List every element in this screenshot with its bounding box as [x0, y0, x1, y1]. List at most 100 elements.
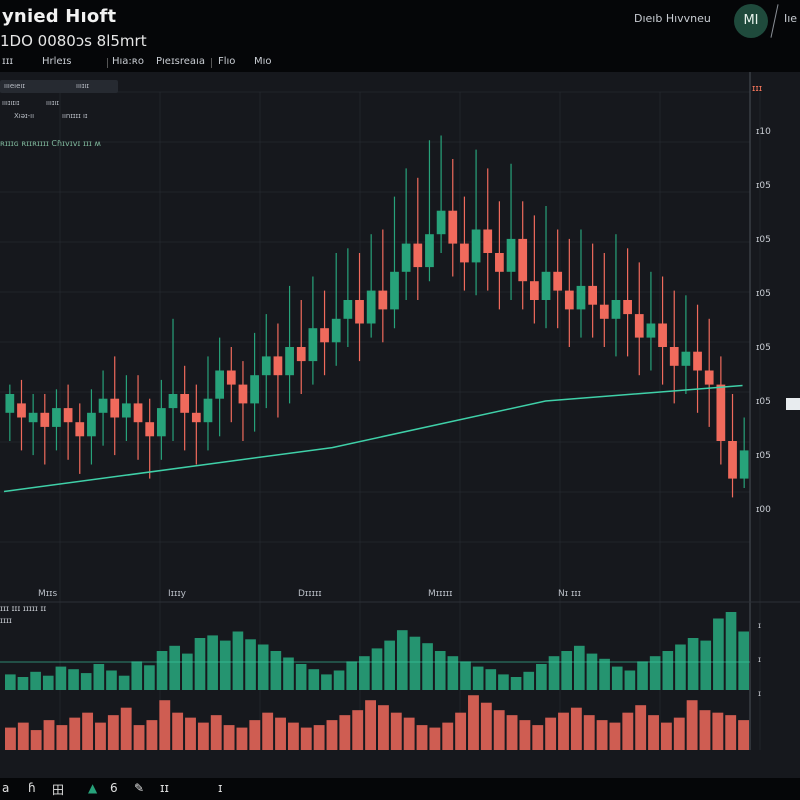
- volume-bar-down: [326, 720, 338, 750]
- tool-shape-icon[interactable]: ▲: [88, 781, 98, 795]
- trendline: [3, 384, 743, 493]
- volume-bar-down: [172, 712, 184, 750]
- volume-bar-up: [257, 644, 269, 690]
- volume-bar-up: [523, 671, 535, 690]
- candle-up: [285, 347, 294, 376]
- avatar[interactable]: MI: [734, 4, 768, 38]
- y-tick-label: ɪ05: [756, 289, 771, 299]
- candlestick-chart[interactable]: ɪ10 ɪ05 ɪ05 ɪ05 ɪ05 ɪ05 ɪ05 ɪ00 Mɪɪs Iɪɪɪy Dɪɪɪɪɪ M…: [0, 72, 800, 778]
- candle-up: [425, 234, 434, 268]
- volume-bar-up: [283, 657, 294, 690]
- candle-down: [180, 394, 190, 413]
- candle-up: [28, 412, 38, 423]
- tool-marker-icon[interactable]: ɪ: [218, 781, 223, 795]
- volume-bar-up: [106, 670, 117, 690]
- volume-bar-up: [548, 656, 560, 690]
- menu-right[interactable]: Iıe: [784, 12, 798, 25]
- top-bar: ynied Hıoft 1DO 0080ɔs 8l5mrt Dıeıb Hıvv…: [0, 0, 800, 72]
- candle-up: [646, 323, 656, 338]
- volume-bar-up: [93, 664, 105, 690]
- candle-up: [436, 210, 446, 235]
- candle-down: [413, 243, 423, 268]
- volume-bar-down: [339, 715, 351, 750]
- volume-bar-down: [570, 707, 582, 750]
- volume-bar-down: [519, 720, 531, 750]
- candle-down: [669, 347, 679, 366]
- volume-bar-up: [68, 669, 79, 690]
- candle-up: [401, 243, 411, 272]
- tab-5[interactable]: Flıo: [218, 56, 236, 67]
- volume-bar-up: [687, 638, 699, 690]
- volume-bar-down: [82, 712, 94, 750]
- volume-bar-up: [245, 639, 256, 690]
- ticker-line: 1DO 0080ɔs 8l5mrt: [0, 32, 147, 50]
- candle-up: [343, 300, 353, 319]
- volume-bar-down: [699, 710, 711, 750]
- volume-bar-down: [532, 725, 544, 750]
- candle-down: [529, 281, 539, 300]
- candle-up: [331, 318, 341, 343]
- candle-down: [588, 285, 598, 305]
- tab-2[interactable]: Hrleɪs: [42, 56, 72, 67]
- candle-up: [681, 351, 691, 366]
- volume-bar-up: [55, 666, 67, 690]
- volume-bar-up: [194, 638, 206, 690]
- volume-bar-up: [611, 666, 623, 690]
- legend-row3b: ıınɪɪɪɪ ıɪ: [62, 112, 88, 120]
- volume-bar-up: [725, 612, 737, 690]
- candle-up: [366, 290, 376, 324]
- candle-down: [495, 253, 504, 272]
- tab-6[interactable]: Mıo: [254, 56, 272, 67]
- volume-bar-up: [396, 630, 408, 690]
- legend-box[interactable]: [0, 80, 118, 93]
- volume-bar-down: [56, 725, 68, 750]
- volume-bar-down: [107, 715, 119, 750]
- candle-down: [320, 328, 329, 343]
- tool-grid-icon[interactable]: 田: [52, 783, 65, 797]
- volume-bar-up: [207, 635, 218, 690]
- volume-bar-down: [365, 700, 376, 750]
- candle-down: [716, 384, 726, 441]
- tool-text-icon[interactable]: 6: [110, 781, 118, 795]
- candle-up: [390, 271, 399, 310]
- candle-up: [203, 398, 213, 423]
- volume-bar-up: [118, 675, 130, 690]
- tab-3[interactable]: Hıa:ʀo: [112, 56, 144, 67]
- x-tick-label: Dɪɪɪɪɪ: [298, 589, 322, 599]
- divider: [770, 4, 779, 38]
- user-label[interactable]: Dıeıb Hıvvneu: [634, 12, 711, 25]
- volume-label: ɪɪɪ ɪɪɪ ɪɪɪɪɪ ɪɪ: [0, 604, 47, 613]
- x-tick-label: Nɪ ɪɪɪ: [558, 589, 581, 599]
- volume-bar-up: [713, 618, 724, 690]
- candle-down: [623, 300, 632, 315]
- tab-1[interactable]: ɪɪɪ: [2, 56, 14, 67]
- tab-divider: [211, 58, 212, 68]
- tool-measure-icon[interactable]: ɪɪ: [160, 781, 169, 795]
- volume-bar-down: [622, 712, 634, 750]
- volume-bar-down: [506, 715, 518, 750]
- volume-bar-up: [498, 674, 509, 690]
- tool-pencil-icon[interactable]: ✎: [134, 781, 145, 795]
- volume-bar-down: [5, 727, 16, 750]
- volume-bar-up: [662, 651, 674, 690]
- tab-4[interactable]: Pıeɪsreaıa: [156, 56, 205, 67]
- volume-bar-up: [637, 661, 648, 690]
- tool-crosshair-icon[interactable]: ɦ: [28, 781, 36, 795]
- volume-bar-up: [295, 664, 307, 690]
- candle-down: [599, 304, 609, 319]
- tool-cursor-icon[interactable]: a: [2, 781, 10, 795]
- candle-up: [261, 356, 271, 376]
- volume-tick-label: ɪ: [758, 655, 761, 664]
- x-tick-label: Mɪɪɪɪɪ: [428, 589, 453, 599]
- candle-down: [110, 398, 120, 418]
- volume-bar-down: [480, 702, 492, 750]
- last-price-marker: [786, 398, 800, 410]
- volume-bar-up: [270, 651, 282, 690]
- volume-tick-label: ɪ: [758, 621, 761, 630]
- candle-down: [17, 403, 26, 418]
- volume-bar-down: [313, 725, 325, 750]
- volume-bar-up: [384, 640, 395, 690]
- y-tick-label: ɪ05: [756, 181, 771, 191]
- volume-bar-down: [300, 727, 312, 750]
- volume-bar-down: [133, 725, 145, 750]
